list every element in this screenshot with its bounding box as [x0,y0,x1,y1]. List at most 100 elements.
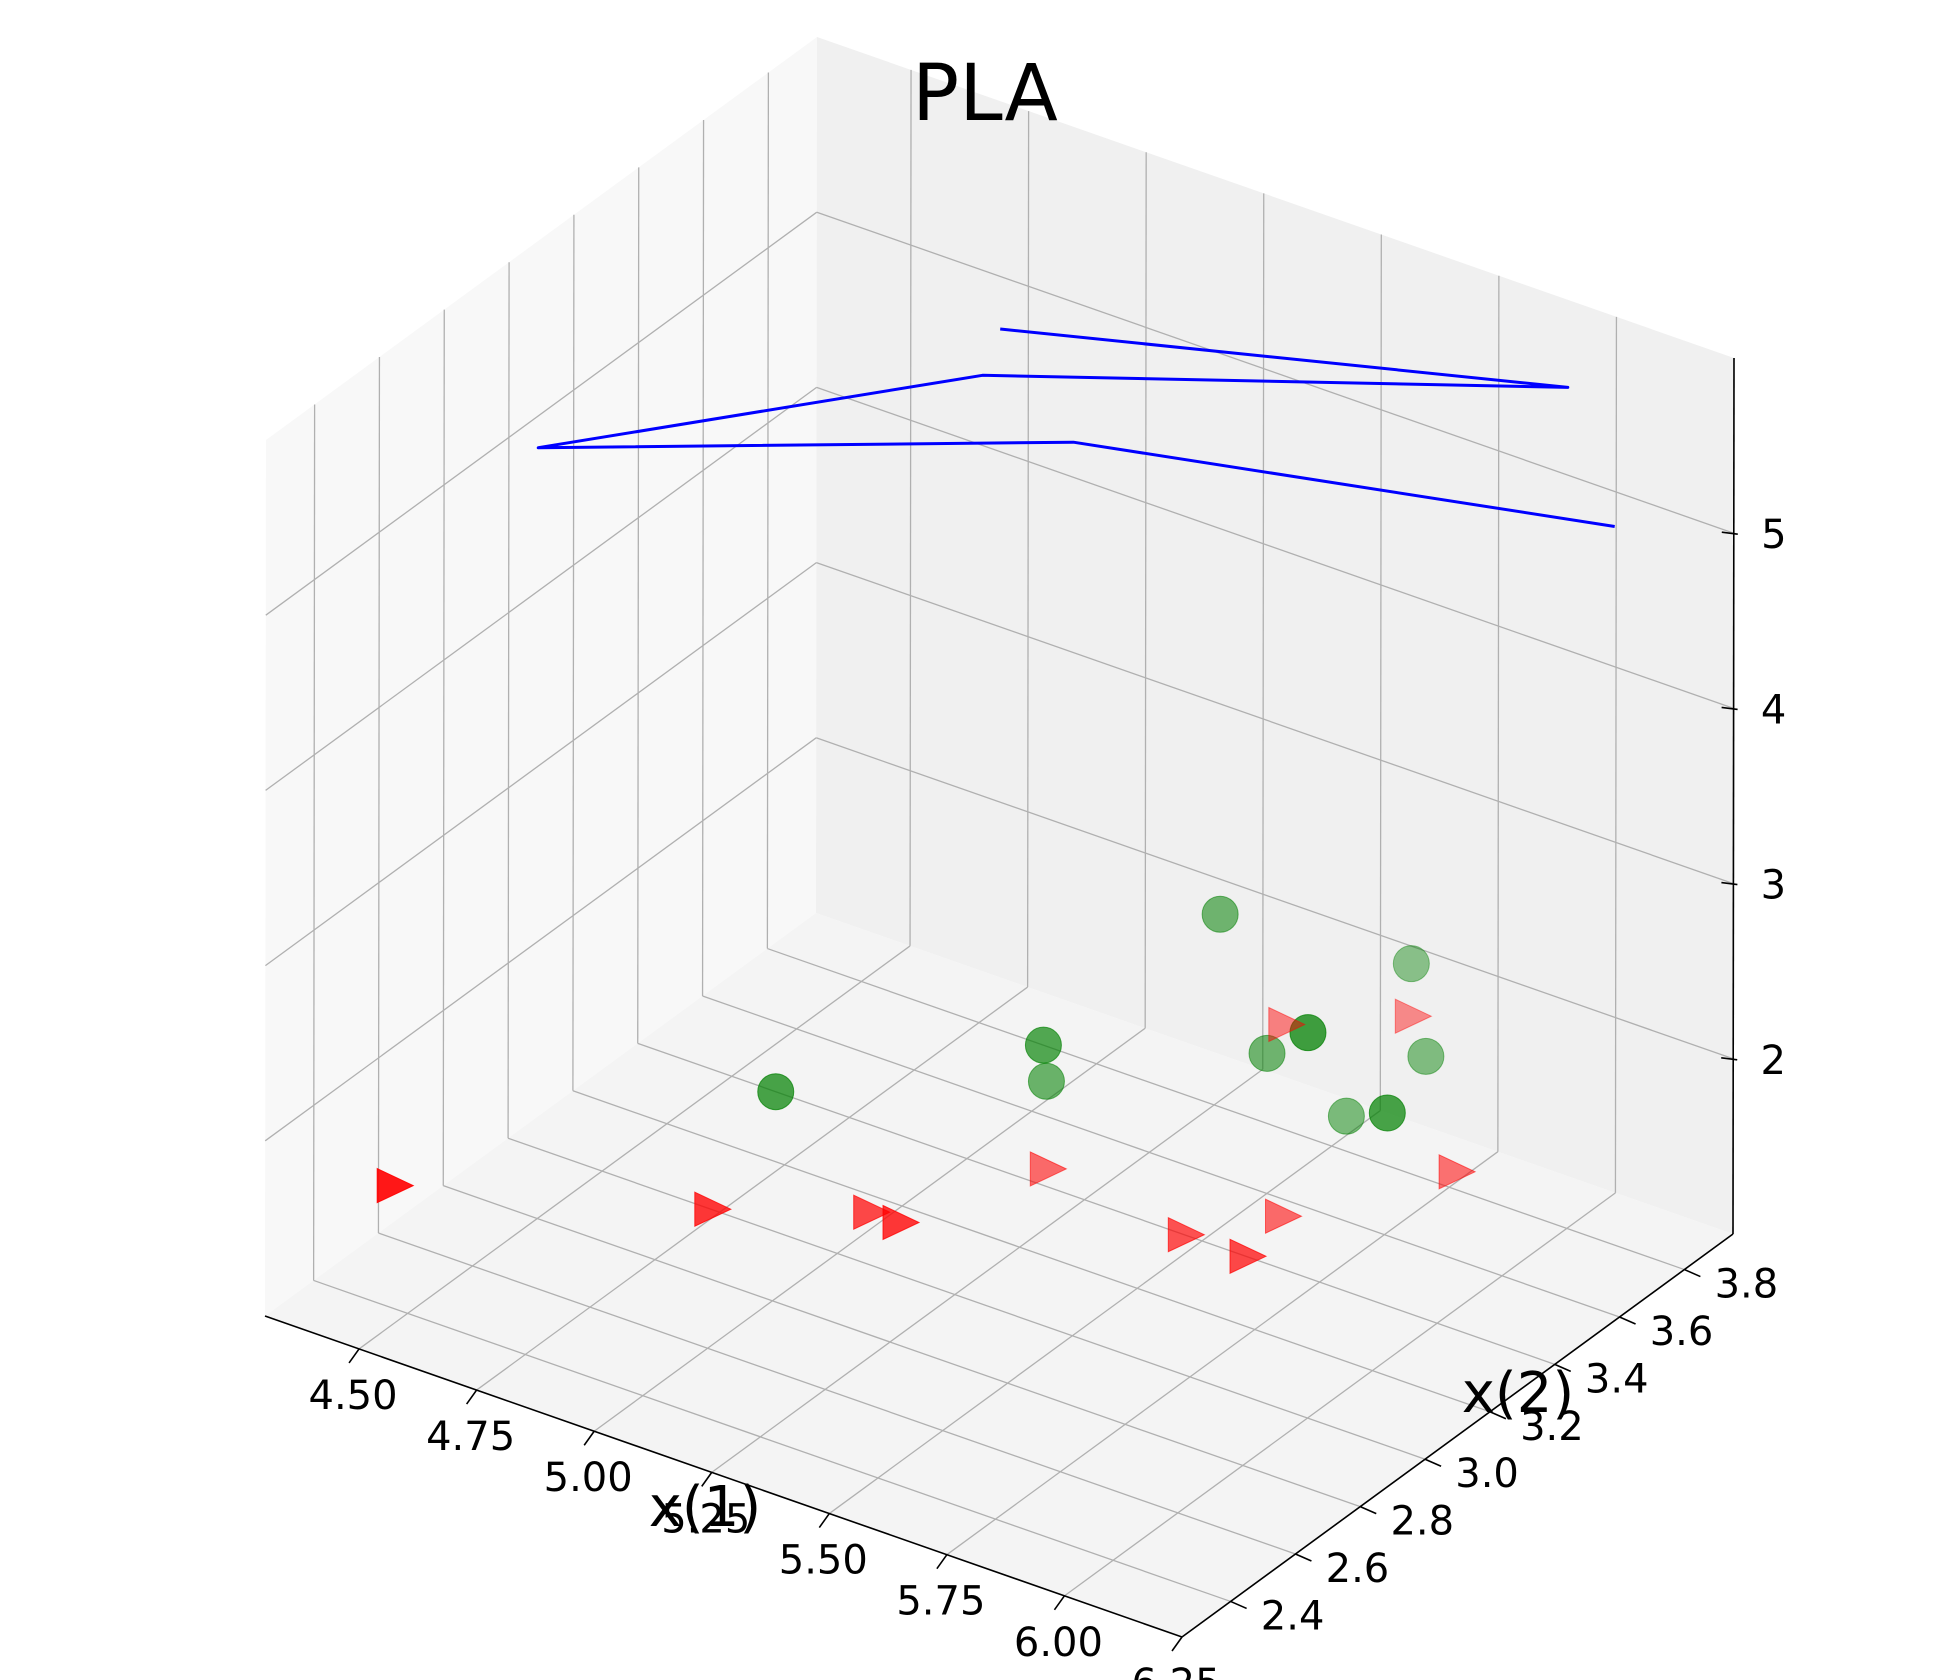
point-circle [1368,1094,1406,1132]
point-triangle [1229,1238,1268,1275]
y-tick [1554,1363,1572,1373]
grid-line-z-back [816,211,1735,534]
y-tick [1489,1411,1507,1420]
point-triangle [694,1191,732,1227]
pane-back [816,37,1734,1234]
grid-line-z-left [264,737,817,1142]
y-tick [1359,1505,1377,1515]
z-tick-label: 4 [1761,687,1786,733]
axes-panes [265,37,1734,1637]
x-tick [936,1554,948,1570]
x-tick [465,1389,478,1405]
grid-line-x-floor [946,1151,1499,1556]
z-tick [1721,881,1738,886]
grid-line-z-left [265,386,817,791]
y-tick-label: 3.4 [1585,1356,1649,1402]
grid-line-x-floor [476,986,1028,1391]
x-tick [1171,1636,1183,1652]
grid-line-y-floor [313,1279,1231,1603]
point-triangle [1265,1198,1303,1234]
point-triangle [882,1204,921,1241]
y-tick [1424,1458,1442,1467]
point-circle [1392,945,1430,983]
point-triangle [1394,998,1433,1034]
x-tick-label: 6.25 [1131,1661,1220,1680]
y-tick-label: 3.8 [1715,1262,1779,1308]
grid-line-z-left [265,211,818,616]
y-tick-label: 2.8 [1390,1499,1454,1545]
grid-line-y-left [312,404,316,1281]
point-circle [757,1073,795,1111]
grid-line-y-floor [572,1090,1491,1413]
grid-line-y-left [572,214,575,1091]
z-tick [1721,706,1738,711]
axes-lines [264,357,1735,1638]
grid-line-y-left [701,119,705,996]
grid-line-x-back [1026,111,1030,988]
point-circle [1289,1014,1327,1052]
y-tick-label: 3.0 [1455,1451,1519,1497]
grid-line-y-left [766,72,770,949]
grid-line-x-back [1497,275,1500,1152]
point-circle [1407,1037,1445,1075]
x-tick [818,1513,830,1529]
grid-line-y-left [442,309,445,1186]
y-tick-label: 3.6 [1650,1309,1714,1355]
z-tick-label: 3 [1761,863,1786,909]
grid-line-y-floor [702,995,1620,1318]
x-tick [348,1348,360,1364]
x-tick-label: 4.50 [309,1373,398,1419]
x-tick-label: 5.50 [779,1538,868,1584]
x-axis-line [264,1315,1183,1638]
point-triangle [1268,1006,1306,1043]
x-tick-label: 5.00 [544,1455,633,1501]
point-circle [1201,895,1239,933]
point-circle [1327,1097,1365,1135]
grid-line-x-floor [711,1068,1264,1473]
y-tick-label: 3.2 [1520,1404,1584,1450]
y-axis-label: x(2) [1462,1361,1574,1426]
x-tick-label: 5.75 [896,1579,985,1625]
grid-line-x-back [1144,152,1147,1029]
grid-line-z-back [816,561,1734,885]
data-marks [376,327,1615,1275]
z-tick-label: 5 [1761,512,1786,558]
point-triangle [853,1194,891,1230]
grid-line-x-back [1614,316,1618,1193]
pane-floor [265,913,1733,1637]
grid-line-x-floor [358,945,911,1350]
grid-line-y-floor [507,1137,1426,1460]
grid-line-y-floor [443,1185,1361,1508]
grid-line-x-back [909,69,912,946]
grid-line-y-left [637,167,640,1044]
grid-line-x-floor [828,1110,1381,1515]
grid-line-x-floor [1064,1192,1616,1597]
axes-ticks: 4.50 4.75 5.00 5.25 5.50 5.75 6.00 6.25 2.42.62.… [309,512,1787,1680]
grid-line-z-back [816,386,1734,710]
point-triangle [1438,1154,1477,1190]
x-axis-label: x(1) [649,1475,761,1540]
grid-line-x-back [1262,193,1265,1070]
x-tick-label: 5.25 [661,1496,750,1542]
y-tick [1230,1600,1247,1610]
x-tick-label: 4.75 [426,1414,515,1460]
z-axis-line [1732,357,1735,1235]
z-tick [1721,1057,1738,1061]
y-tick [1619,1316,1636,1325]
x-tick [583,1430,595,1446]
point-triangle [376,1167,415,1204]
grid-line-x-back [1379,234,1382,1111]
y-tick [1684,1268,1701,1278]
point-circle [1024,1026,1062,1064]
grid-line-y-floor [378,1232,1296,1555]
point-triangle [1167,1216,1206,1253]
point-circle [1248,1034,1286,1072]
z-tick-label: 2 [1760,1038,1785,1084]
grid-line-y-floor [767,947,1685,1271]
grid-line-z-left [265,562,817,967]
y-tick-label: 2.6 [1326,1546,1390,1592]
grid-line-z-back [815,737,1734,1060]
point-circle [1027,1062,1065,1100]
axes-grid [264,69,1735,1638]
